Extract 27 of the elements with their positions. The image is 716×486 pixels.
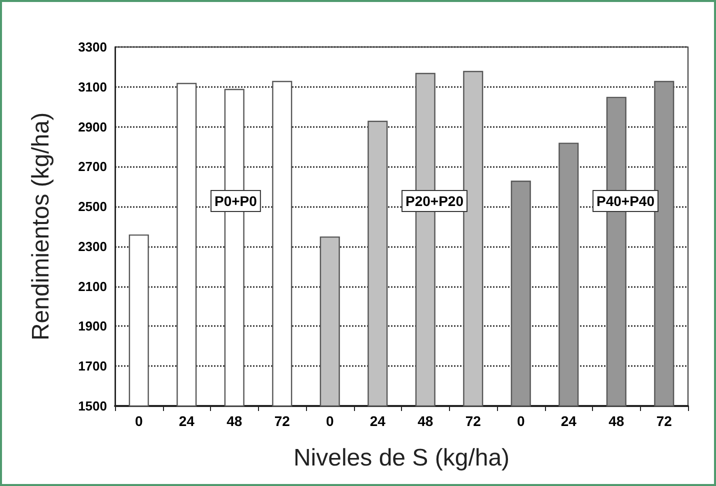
x-tick-label: 0 (326, 413, 334, 429)
y-tick-label: 1700 (78, 358, 107, 374)
x-tick-label: 48 (226, 413, 242, 429)
annotation: P20+P20 (406, 193, 464, 209)
x-tick-label: 48 (608, 413, 624, 429)
y-tick-label: 2500 (78, 199, 107, 214)
y-tick-label: 3300 (78, 40, 107, 54)
x-tick-label: 24 (178, 413, 195, 429)
annotation: P40+P40 (596, 193, 655, 209)
x-tick-label: 72 (656, 413, 672, 429)
y-tick-label: 2700 (78, 159, 107, 174)
x-tick-label: 72 (274, 413, 290, 429)
y-tick-label: 3100 (78, 79, 107, 94)
y-tick-label: 2900 (78, 119, 107, 134)
x-tick-label: 0 (134, 413, 143, 429)
y-tick-label: 1500 (78, 398, 107, 414)
annotation: P0+P0 (214, 193, 258, 209)
x-tick-label: 24 (370, 413, 386, 429)
y-tick-label: 1900 (78, 318, 107, 334)
y-axis-title: Rendimientos (kg/ha) (28, 112, 54, 341)
x-axis-title: Niveles de S (kg/ha) (293, 444, 510, 472)
y-tick-label: 2100 (78, 278, 107, 294)
x-tick-label: 72 (465, 413, 482, 429)
x-tick-label: 0 (516, 413, 525, 429)
x-tick-label: 48 (418, 413, 434, 429)
x-tick-label: 24 (560, 413, 577, 429)
y-tick-label: 2300 (78, 238, 107, 254)
